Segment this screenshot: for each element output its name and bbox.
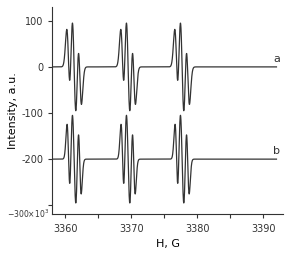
- Text: b: b: [273, 146, 280, 156]
- Text: a: a: [273, 54, 280, 63]
- X-axis label: H, G: H, G: [156, 239, 180, 249]
- Y-axis label: Intensity, a.u.: Intensity, a.u.: [8, 72, 19, 149]
- Text: $-300{\times}10^3$: $-300{\times}10^3$: [7, 208, 49, 220]
